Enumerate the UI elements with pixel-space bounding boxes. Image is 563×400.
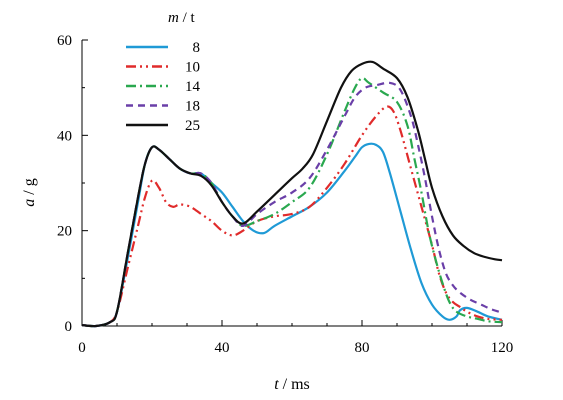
x-axis-label: t / ms bbox=[274, 376, 310, 393]
x-tick-label: 40 bbox=[215, 340, 230, 356]
x-tick-label: 80 bbox=[355, 340, 370, 356]
series-line-25 bbox=[81, 60, 503, 328]
legend-label-10: 10 bbox=[185, 60, 200, 76]
legend-label-14: 14 bbox=[185, 79, 201, 95]
legend: m / t 8 10 14 18 25 bbox=[126, 10, 201, 134]
y-tick-label: 0 bbox=[65, 319, 73, 335]
y-tick-label: 20 bbox=[57, 224, 72, 240]
legend-label-18: 18 bbox=[185, 99, 200, 115]
x-tick-label: 0 bbox=[78, 340, 86, 356]
axis-labels: t / ms a / g bbox=[21, 178, 310, 393]
series-line-18 bbox=[81, 81, 503, 328]
y-tick-label: 60 bbox=[57, 33, 72, 49]
series-lines bbox=[81, 60, 503, 328]
legend-label-8: 8 bbox=[193, 40, 201, 56]
series-line-8 bbox=[81, 142, 503, 328]
y-axis-label: a / g bbox=[21, 178, 38, 206]
y-tick-label: 40 bbox=[57, 128, 72, 144]
x-tick-label: 120 bbox=[491, 340, 514, 356]
legend-label-25: 25 bbox=[185, 118, 200, 134]
series-line-14 bbox=[81, 76, 503, 328]
axes: 0 40 80 120 0 20 40 60 bbox=[57, 33, 513, 356]
legend-title: m / t bbox=[168, 10, 196, 26]
